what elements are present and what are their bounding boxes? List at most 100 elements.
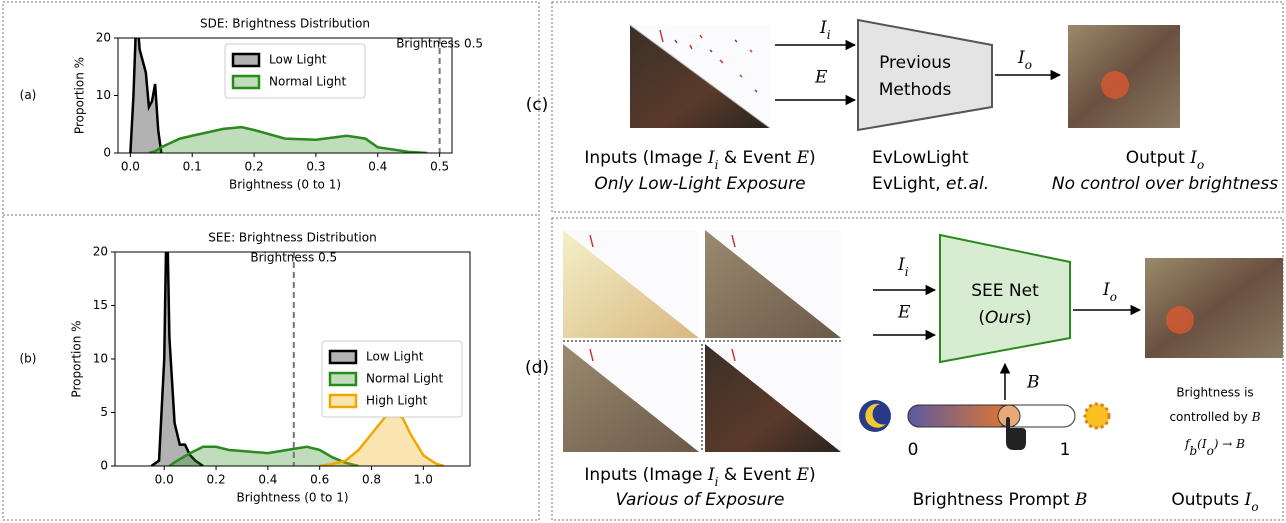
symbol: B bbox=[1251, 410, 1261, 424]
symbol: Io bbox=[1102, 280, 1117, 304]
caption: Inputs (Image bbox=[584, 465, 708, 485]
caption: Inputs (Image bbox=[584, 148, 708, 168]
x-tick-label: 0.2 bbox=[207, 473, 226, 487]
x-tick-label: 0.2 bbox=[245, 160, 264, 174]
subscript: i bbox=[827, 28, 831, 42]
caption: EvLowLight bbox=[872, 148, 969, 168]
formula: ) → bbox=[1213, 437, 1236, 451]
subscript: o bbox=[1025, 58, 1032, 72]
panel-label: (a) bbox=[20, 88, 37, 102]
legend-label: Normal Light bbox=[366, 372, 443, 386]
y-axis-label: Proportion % bbox=[70, 320, 84, 397]
symbol: E bbox=[814, 68, 828, 88]
symbol: E bbox=[796, 148, 810, 168]
reference-label: Brightness 0.5 bbox=[250, 251, 337, 265]
legend-swatch bbox=[233, 54, 259, 66]
y-tick-label: 0 bbox=[100, 459, 108, 473]
x-tick-label: 0.5 bbox=[430, 160, 449, 174]
charts: (a) SDE: Brightness Distribution Brightnes… bbox=[20, 9, 484, 504]
slider-label: 0 bbox=[908, 440, 919, 460]
panel-d: (d) Ii E SEE Net (Ours) Io B 0 1 Brightn… bbox=[525, 230, 1283, 514]
input-image bbox=[630, 25, 770, 128]
box-text: ( bbox=[978, 308, 985, 328]
slider-fill bbox=[908, 405, 1010, 427]
symbol: B bbox=[1074, 490, 1088, 510]
y-tick-label: 10 bbox=[93, 352, 108, 366]
caption: Output bbox=[1126, 148, 1190, 168]
x-tick-label: 0.4 bbox=[258, 473, 277, 487]
panel-label: (d) bbox=[525, 358, 549, 378]
caption: EvLight, bbox=[872, 174, 946, 194]
legend-label: Low Light bbox=[269, 53, 327, 67]
y-tick-label: 10 bbox=[96, 88, 111, 102]
model-box bbox=[858, 20, 992, 130]
y-tick-label: 15 bbox=[93, 298, 108, 312]
y-tick-label: 0 bbox=[103, 146, 111, 160]
caption: controlled by bbox=[1169, 410, 1251, 424]
reference-label: Brightness 0.5 bbox=[396, 37, 483, 51]
caption-note: No control over brightness bbox=[1052, 174, 1278, 194]
caption: Inputs (Image Ii & Event E) bbox=[584, 465, 815, 489]
box-text: Methods bbox=[879, 80, 952, 100]
panel-label: (b) bbox=[20, 352, 37, 366]
box-text: SEE Net bbox=[971, 281, 1039, 301]
x-tick-label: 0.0 bbox=[121, 160, 140, 174]
formula: b bbox=[1189, 444, 1197, 458]
x-tick-label: 0.6 bbox=[310, 473, 329, 487]
figure: (a) SDE: Brightness Distribution Brightnes… bbox=[0, 0, 1286, 523]
symbol: Ii bbox=[819, 18, 831, 42]
caption: Output Io bbox=[1126, 148, 1204, 172]
x-axis-label: Brightness (0 to 1) bbox=[236, 491, 348, 505]
output-image bbox=[1101, 71, 1129, 99]
chart-title: SEE: Brightness Distribution bbox=[208, 231, 376, 245]
y-tick-label: 5 bbox=[100, 405, 108, 419]
legend-swatch bbox=[330, 373, 356, 385]
panel-c: (c) Ii E Previous Methods Io Inputs (Ima… bbox=[526, 18, 1279, 195]
caption: Inputs (Image Ii & Event E) bbox=[584, 148, 815, 172]
caption: Brightness Prompt B bbox=[913, 490, 1088, 511]
legend: Low Light Normal Light High Light bbox=[322, 341, 462, 417]
panel-label: (c) bbox=[526, 95, 549, 115]
caption-note: Only Low-Light Exposure bbox=[594, 174, 805, 194]
caption: Brightness Prompt bbox=[913, 490, 1075, 510]
subscript: o bbox=[1197, 158, 1204, 172]
formula: B bbox=[1235, 437, 1245, 451]
input-images bbox=[563, 230, 841, 452]
chart-title: SDE: Brightness Distribution bbox=[200, 17, 370, 31]
box-text: (Ours) bbox=[978, 308, 1031, 328]
x-tick-label: 1.0 bbox=[414, 473, 433, 487]
caption: & Event bbox=[718, 148, 796, 168]
x-tick-label: 0.0 bbox=[155, 473, 174, 487]
chart: (a) SDE: Brightness Distribution Brightnes… bbox=[20, 9, 483, 191]
caption: EvLight, et.al. bbox=[872, 174, 989, 194]
caption-note: Various of Exposure bbox=[616, 490, 785, 510]
box-text: Previous bbox=[879, 53, 951, 73]
line bbox=[151, 199, 203, 467]
caption: & Event bbox=[718, 465, 796, 485]
sun-icon bbox=[1085, 404, 1109, 428]
x-tick-label: 0.8 bbox=[362, 473, 381, 487]
x-tick-label: 0.3 bbox=[306, 160, 325, 174]
symbol: Ii bbox=[897, 255, 909, 279]
legend-label: Low Light bbox=[366, 350, 424, 364]
output-image bbox=[1166, 306, 1194, 334]
y-tick-label: 20 bbox=[96, 31, 111, 45]
caption: Brightness is bbox=[1176, 386, 1253, 400]
legend: Low Light Normal Light bbox=[225, 44, 365, 98]
legend-label: Normal Light bbox=[269, 75, 346, 89]
symbol: B bbox=[1026, 373, 1040, 393]
x-tick-label: 0.4 bbox=[368, 160, 387, 174]
formula: o bbox=[1207, 444, 1214, 458]
caption: Outputs bbox=[1171, 490, 1244, 510]
caption: ) bbox=[809, 465, 816, 485]
caption: et.al. bbox=[946, 174, 989, 194]
legend-swatch bbox=[330, 351, 356, 363]
legend-swatch bbox=[330, 395, 356, 407]
symbol: Io bbox=[1017, 48, 1032, 72]
legend-label: High Light bbox=[366, 394, 428, 408]
x-tick-label: 0.1 bbox=[183, 160, 202, 174]
box-text: Ours bbox=[985, 308, 1025, 328]
output-image bbox=[1145, 258, 1283, 358]
x-axis-label: Brightness (0 to 1) bbox=[229, 178, 341, 192]
subscript: o bbox=[1251, 500, 1258, 514]
